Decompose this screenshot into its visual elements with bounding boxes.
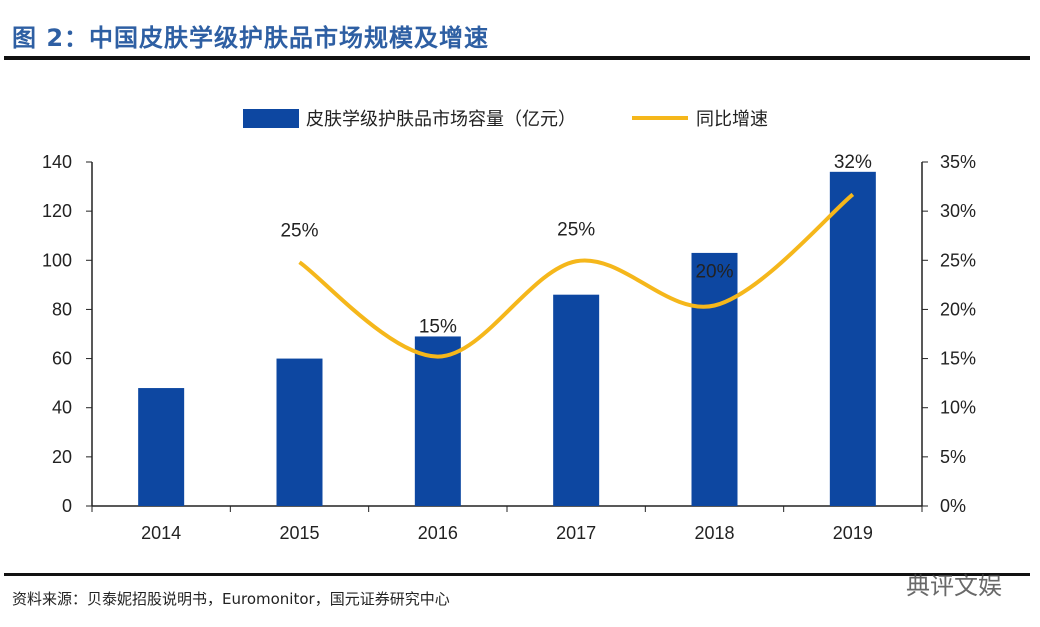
x-tick-label: 2015 [279,523,319,543]
top-rule [4,56,1030,60]
right-tick-label: 30% [940,201,976,221]
legend-bar-swatch [243,109,299,128]
right-tick-label: 10% [940,398,976,418]
figure-title: 图 2：中国皮肤学级护肤品市场规模及增速 [12,24,490,52]
source-note: 资料来源：贝泰妮招股说明书，Euromonitor，国元证券研究中心 [12,590,450,608]
left-tick-label: 100 [42,250,72,270]
x-tick-label: 2014 [141,523,181,543]
bar-2019 [829,171,876,507]
bar-2015 [276,358,323,506]
x-tick-label: 2019 [833,523,873,543]
growth-label-2018: 20% [695,261,733,282]
legend-line-label: 同比增速 [696,109,768,130]
bottom-rule [4,573,1030,576]
x-tick-label: 2018 [694,523,734,543]
bar-2018 [691,252,738,506]
growth-label-2015: 25% [280,220,318,241]
right-tick-label: 25% [940,250,976,270]
right-tick-label: 35% [940,152,976,172]
x-tick-label: 2017 [556,523,596,543]
bar-2016 [414,336,461,506]
growth-label-2019: 32% [834,152,872,173]
legend-bar-label: 皮肤学级护肤品市场容量（亿元） [306,109,576,130]
left-tick-label: 80 [52,299,72,319]
bar-2017 [553,294,600,506]
bar-2014 [138,388,185,506]
right-tick-label: 5% [940,447,966,467]
watermark: 典评文娱 [906,572,1002,600]
right-tick-label: 0% [940,496,966,516]
left-tick-label: 60 [52,349,72,369]
left-tick-label: 20 [52,447,72,467]
right-tick-label: 20% [940,299,976,319]
left-tick-label: 140 [42,152,72,172]
growth-label-2017: 25% [557,219,595,240]
left-tick-label: 0 [62,496,72,516]
growth-label-2016: 15% [419,317,457,338]
right-tick-label: 15% [940,349,976,369]
growth-line [298,192,855,359]
left-tick-label: 40 [52,398,72,418]
left-tick-label: 120 [42,201,72,221]
x-tick-label: 2016 [418,523,458,543]
